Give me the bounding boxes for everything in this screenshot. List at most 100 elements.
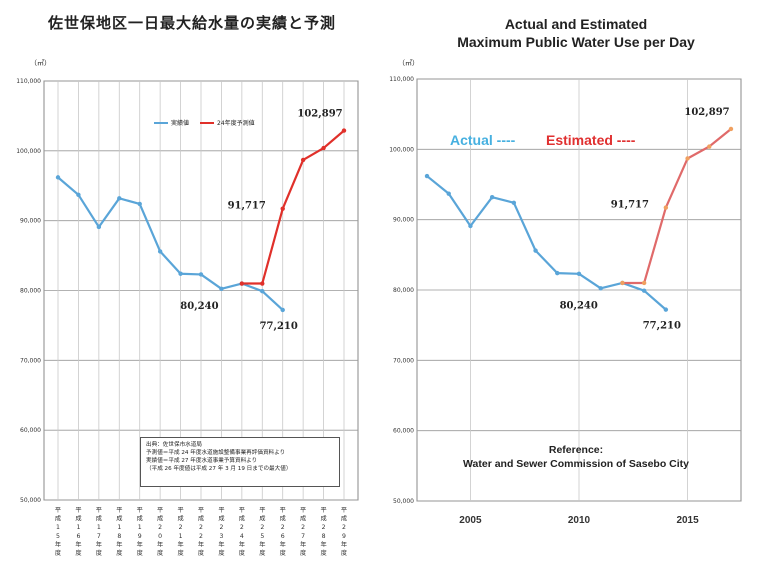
reference-source: Water and Sewer Commission of Sasebo Cit… bbox=[463, 458, 689, 470]
line-chart-en: 50,000 60,000 70,000 80,000 90,000 100,000 110… bbox=[389, 76, 742, 526]
y-tick-label: 110,000 bbox=[16, 78, 41, 85]
legend-estimated-label-jp: 24年度予測値 bbox=[217, 120, 255, 127]
data-point-actual bbox=[468, 223, 473, 229]
series-line-estimated bbox=[241, 129, 345, 285]
y-tick-label: 60,000 bbox=[393, 428, 414, 435]
data-point-actual bbox=[446, 191, 451, 196]
data-point-estimated bbox=[300, 157, 306, 163]
legend-estimated-swatch bbox=[200, 121, 215, 124]
source-note-line: 実績値＝平成 27 年度水道事業予算資料より bbox=[146, 458, 258, 464]
y-tick-label: 100,000 bbox=[16, 148, 41, 155]
reference-label: Reference: bbox=[548, 444, 604, 456]
data-point-actual bbox=[280, 307, 285, 313]
data-point-actual bbox=[55, 175, 61, 180]
data-point-estimated bbox=[260, 281, 265, 286]
data-point-actual bbox=[555, 270, 560, 276]
data-label: 77,210 bbox=[260, 321, 298, 332]
data-point-actual bbox=[219, 286, 224, 292]
y-tick-label: 60,000 bbox=[20, 427, 41, 434]
data-label: 80,240 bbox=[180, 301, 218, 312]
data-label: 102,897 bbox=[684, 107, 729, 118]
data-label: 102,897 bbox=[297, 109, 342, 120]
data-point-estimated bbox=[321, 145, 326, 151]
y-tick-label: 50,000 bbox=[393, 498, 414, 505]
legend-actual-label-en: Actual ---- bbox=[450, 132, 516, 148]
x-tick-label: 平成 2 8 年度 bbox=[320, 507, 326, 557]
y-tick-label: 50,000 bbox=[20, 497, 41, 504]
data-point-estimated bbox=[641, 280, 647, 286]
data-point-estimated bbox=[280, 206, 285, 211]
x-tick-label: 平成 1 6 年度 bbox=[75, 507, 81, 557]
data-point-actual bbox=[76, 192, 81, 198]
source-note-line: （平成 26 年度値は平成 27 年 3 月 19 日までの最大値） bbox=[146, 466, 292, 472]
y-tick-label: 70,000 bbox=[20, 357, 41, 364]
data-point-actual bbox=[533, 248, 538, 253]
data-point-estimated bbox=[239, 281, 245, 286]
source-note-line: 予測値＝平成 24 年度水道施設整備事業再評価資料より bbox=[146, 450, 286, 456]
source-note-box: 出典：佐世保市水道局 予測値＝平成 24 年度水道施設整備事業再評価資料より 実… bbox=[140, 437, 340, 487]
legend-jp: 実績値 24年度予測値 bbox=[154, 118, 255, 127]
data-point-estimated bbox=[728, 126, 734, 132]
y-tick-label: 110,000 bbox=[389, 76, 414, 83]
x-tick-label: 平成 2 7 年度 bbox=[300, 507, 306, 557]
data-label: 91,717 bbox=[611, 200, 649, 211]
data-point-actual bbox=[198, 272, 204, 277]
english-chart-panel: Actual and Estimated Maximum Public Wate… bbox=[384, 0, 768, 576]
data-point-estimated bbox=[663, 205, 669, 210]
y-unit-label-en: （㎥） bbox=[398, 59, 419, 67]
data-label: 80,240 bbox=[560, 300, 598, 311]
data-point-actual bbox=[117, 196, 122, 201]
chart-title-en-line2: Maximum Public Water Use per Day bbox=[457, 34, 695, 50]
data-point-actual bbox=[137, 201, 142, 207]
x-tick-label: 平成 2 3 年度 bbox=[218, 507, 224, 557]
data-point-actual bbox=[157, 249, 163, 254]
y-tick-label: 80,000 bbox=[20, 288, 41, 295]
x-tick-label: 2010 bbox=[568, 515, 591, 526]
series-line-actual bbox=[426, 175, 667, 311]
data-point-actual bbox=[424, 173, 430, 179]
x-tick-label: 平成 2 9 年度 bbox=[341, 507, 347, 557]
x-tick-label: 平成 2 0 年度 bbox=[157, 507, 163, 557]
data-point-estimated bbox=[707, 144, 712, 149]
x-tick-label: 平成 1 5 年度 bbox=[55, 507, 61, 557]
y-tick-label: 100,000 bbox=[389, 146, 414, 153]
y-tick-label: 90,000 bbox=[20, 218, 41, 225]
data-point-actual bbox=[576, 271, 582, 277]
data-point-actual bbox=[178, 271, 183, 276]
x-tick-label: 平成 1 7 年度 bbox=[96, 507, 102, 557]
series-line-actual bbox=[57, 176, 284, 311]
x-tick-label: 平成 1 9 年度 bbox=[137, 507, 143, 557]
x-tick-label: 平成 2 5 年度 bbox=[259, 507, 265, 557]
y-tick-label: 80,000 bbox=[393, 287, 414, 294]
x-tick-label: 2005 bbox=[459, 515, 482, 526]
data-label: 77,210 bbox=[643, 321, 681, 332]
x-tick-label: 平成 2 6 年度 bbox=[280, 507, 286, 557]
source-note-line: 出典：佐世保市水道局 bbox=[146, 442, 202, 448]
series-line-estimated bbox=[622, 128, 732, 285]
data-point-estimated bbox=[620, 280, 625, 286]
x-tick-label: 2015 bbox=[676, 515, 699, 526]
data-point-actual bbox=[663, 307, 669, 312]
x-tick-label: 平成 2 2 年度 bbox=[198, 507, 204, 557]
x-tick-label: 平成 2 4 年度 bbox=[239, 507, 245, 557]
data-point-actual bbox=[489, 194, 495, 200]
legend-actual-swatch bbox=[154, 121, 168, 124]
data-point-actual bbox=[511, 200, 517, 205]
data-point-actual bbox=[96, 224, 102, 230]
legend-actual-label-jp: 実績値 bbox=[171, 120, 190, 127]
japanese-chart-panel: 佐世保地区一日最大給水量の実績と予測 （㎥） 50,000 60,000 70,00… bbox=[16, 14, 359, 557]
legend-estimated-label-en: Estimated ---- bbox=[546, 132, 636, 148]
data-point-actual bbox=[260, 288, 265, 294]
x-tick-label: 平成 1 8 年度 bbox=[116, 507, 122, 557]
x-tick-label: 平成 2 1 年度 bbox=[177, 507, 183, 557]
y-tick-label: 90,000 bbox=[393, 217, 414, 224]
y-unit-label-jp: （㎥） bbox=[30, 59, 51, 67]
data-label: 91,717 bbox=[228, 201, 266, 212]
y-tick-label: 70,000 bbox=[393, 357, 414, 364]
data-point-actual bbox=[598, 286, 603, 291]
data-point-estimated bbox=[685, 156, 690, 161]
chart-title-en-line1: Actual and Estimated bbox=[504, 16, 648, 32]
data-point-estimated bbox=[341, 128, 347, 133]
data-point-actual bbox=[641, 288, 647, 293]
line-chart-jp: 50,000 60,000 70,000 80,000 90,000 100,000 110… bbox=[16, 78, 359, 557]
